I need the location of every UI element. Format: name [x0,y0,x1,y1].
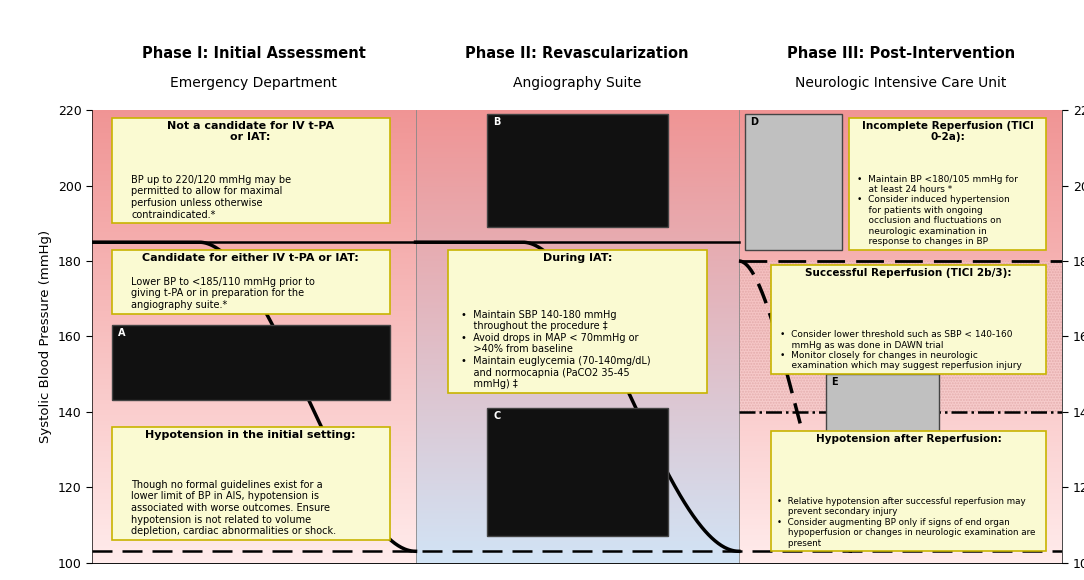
Text: Candidate for either IV t-PA or IAT:: Candidate for either IV t-PA or IAT: [142,253,359,263]
Bar [746,114,842,250]
Text: D: D [750,117,758,127]
Text: Neurologic Intensive Care Unit: Neurologic Intensive Care Unit [795,76,1006,90]
Bar [112,250,389,314]
Bar [826,374,940,506]
Text: Phase III: Post-Intervention: Phase III: Post-Intervention [787,46,1015,61]
Text: Lower BP to <185/110 mmHg prior to
giving t-PA or in preparation for the
angiogr: Lower BP to <185/110 mmHg prior to givin… [131,277,314,310]
Text: Angiography Suite: Angiography Suite [513,76,642,90]
Text: During IAT:: During IAT: [543,253,611,263]
Bar [112,427,389,540]
Bar [739,261,1062,412]
Bar [112,325,389,401]
Text: E: E [831,377,838,387]
Text: Though no formal guidelines exist for a
lower limit of BP in AIS, hypotension is: Though no formal guidelines exist for a … [131,480,336,536]
Bar [487,408,668,536]
Text: Not a candidate for IV t-PA
or IAT:: Not a candidate for IV t-PA or IAT: [167,121,334,142]
Text: •  Maintain SBP 140-180 mmHg
    throughout the procedure ‡
•  Avoid drops in MA: • Maintain SBP 140-180 mmHg throughout t… [461,310,650,389]
Text: C: C [493,411,501,421]
Text: B: B [493,117,501,127]
Text: Hypotension in the initial setting:: Hypotension in the initial setting: [145,430,356,440]
Bar [487,114,668,227]
Text: Successful Reperfusion (TICI 2b/3):: Successful Reperfusion (TICI 2b/3): [805,268,1012,278]
Bar [739,261,1062,412]
Text: •  Maintain BP <180/105 mmHg for
    at least 24 hours *
•  Consider induced hyp: • Maintain BP <180/105 mmHg for at least… [856,175,1018,246]
Text: BP up to 220/120 mmHg may be
permitted to allow for maximal
perfusion unless oth: BP up to 220/120 mmHg may be permitted t… [131,175,292,220]
Text: •  Consider lower threshold such as SBP < 140-160
    mmHg as was done in DAWN t: • Consider lower threshold such as SBP <… [779,330,1021,371]
Y-axis label: Systolic Blood Pressure (mmHg): Systolic Blood Pressure (mmHg) [39,230,52,443]
Text: Emergency Department: Emergency Department [170,76,337,90]
Bar [771,431,1046,552]
Text: A: A [118,328,126,338]
Text: Incomplete Reperfusion (TICI
0-2a):: Incomplete Reperfusion (TICI 0-2a): [862,121,1033,142]
Text: •  Relative hypotension after successful reperfusion may
    prevent secondary i: • Relative hypotension after successful … [777,497,1035,548]
Text: Phase I: Initial Assessment: Phase I: Initial Assessment [142,46,365,61]
Bar [849,118,1046,250]
Text: Phase II: Revascularization: Phase II: Revascularization [465,46,689,61]
Bar [771,265,1046,374]
Bar [112,118,389,223]
Bar [448,250,707,393]
Text: Hypotension after Reperfusion:: Hypotension after Reperfusion: [816,434,1002,444]
